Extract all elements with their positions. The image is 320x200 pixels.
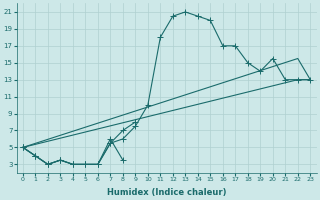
X-axis label: Humidex (Indice chaleur): Humidex (Indice chaleur): [107, 188, 226, 197]
